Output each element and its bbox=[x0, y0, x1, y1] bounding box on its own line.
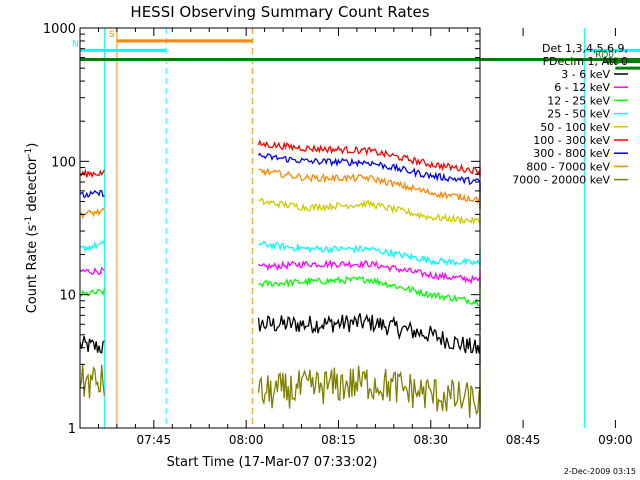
x-tick-label-3: 08:30 bbox=[413, 433, 448, 447]
legend-label-1: 6 - 12 keV bbox=[554, 81, 610, 94]
y-axis-ticks: 1 10 100 1000 bbox=[43, 22, 480, 437]
legend: Det 1,3,4,5,6,9,FDecim 1, Att 03 - 6 keV… bbox=[512, 42, 628, 187]
vertical-markers bbox=[104, 28, 586, 428]
y-tick-label-0: 1 bbox=[68, 422, 76, 437]
chart-title: HESSI Observing Summary Count Rates bbox=[130, 3, 429, 21]
y-axis-label-main: Count Rate (s bbox=[25, 225, 40, 314]
legend-label-3: 25 - 50 keV bbox=[547, 108, 610, 121]
x-tick-label-2: 08:15 bbox=[321, 433, 356, 447]
flag-label-1: N bbox=[72, 39, 79, 49]
legend-label-0: 3 - 6 keV bbox=[561, 68, 610, 81]
legend-header-1: FDecim 1, Att 0 bbox=[543, 55, 628, 68]
flag-label-0: S bbox=[109, 30, 115, 40]
series-line-4-seg-0 bbox=[258, 198, 481, 227]
series-line-2-seg-1 bbox=[258, 275, 481, 308]
x-tick-label-1: 08:00 bbox=[229, 433, 264, 447]
series-line-7-seg-0 bbox=[79, 207, 105, 220]
series-line-8-seg-0 bbox=[79, 363, 106, 399]
y-axis-label-sup-1: -1 bbox=[24, 216, 34, 225]
y-tick-label-3: 1000 bbox=[43, 22, 76, 37]
x-axis-ticks: 07:45 08:00 08:15 08:30 08:45 09:00 bbox=[79, 28, 633, 447]
legend-label-8: 7000 - 20000 keV bbox=[512, 174, 610, 187]
legend-label-6: 300 - 800 keV bbox=[533, 147, 610, 160]
x-tick-label-4: 08:45 bbox=[506, 433, 541, 447]
plot-frame bbox=[79, 27, 481, 429]
x-tick-label-0: 07:45 bbox=[137, 433, 172, 447]
y-axis-label: Count Rate (s-1 detector-1) bbox=[24, 143, 40, 314]
x-axis-label: Start Time (17-Mar-07 07:33:02) bbox=[167, 455, 378, 470]
legend-label-5: 100 - 300 keV bbox=[533, 134, 610, 147]
series-line-6-seg-0 bbox=[79, 189, 105, 199]
series-lines bbox=[79, 139, 481, 426]
x-tick-label-5: 09:00 bbox=[598, 433, 633, 447]
series-line-2-seg-0 bbox=[79, 288, 106, 297]
y-axis-label-mid: detector bbox=[25, 156, 40, 216]
series-line-0-seg-0 bbox=[79, 335, 105, 354]
y-axis-label-end: ) bbox=[25, 143, 40, 148]
y-tick-label-2: 100 bbox=[51, 155, 76, 170]
series-line-5-seg-0 bbox=[79, 168, 105, 179]
series-line-0-seg-1 bbox=[257, 313, 481, 363]
flag-label-4: RD0 bbox=[595, 51, 614, 61]
footer-timestamp: 2-Dec-2009 03:15 bbox=[564, 467, 636, 476]
flag-label-5: RD4 bbox=[607, 57, 626, 67]
series-line-8-seg-1 bbox=[257, 365, 481, 426]
legend-label-7: 800 - 7000 keV bbox=[526, 160, 610, 173]
series-line-3-seg-0 bbox=[79, 240, 106, 253]
legend-label-2: 12 - 25 keV bbox=[547, 94, 610, 107]
series-line-1-seg-0 bbox=[79, 266, 105, 276]
y-axis-label-sup-2: -1 bbox=[24, 148, 34, 157]
series-line-6-seg-1 bbox=[257, 152, 481, 192]
legend-header-0: Det 1,3,4,5,6,9, bbox=[542, 42, 628, 55]
legend-label-4: 50 - 100 keV bbox=[540, 121, 610, 134]
y-tick-label-1: 10 bbox=[59, 289, 76, 304]
